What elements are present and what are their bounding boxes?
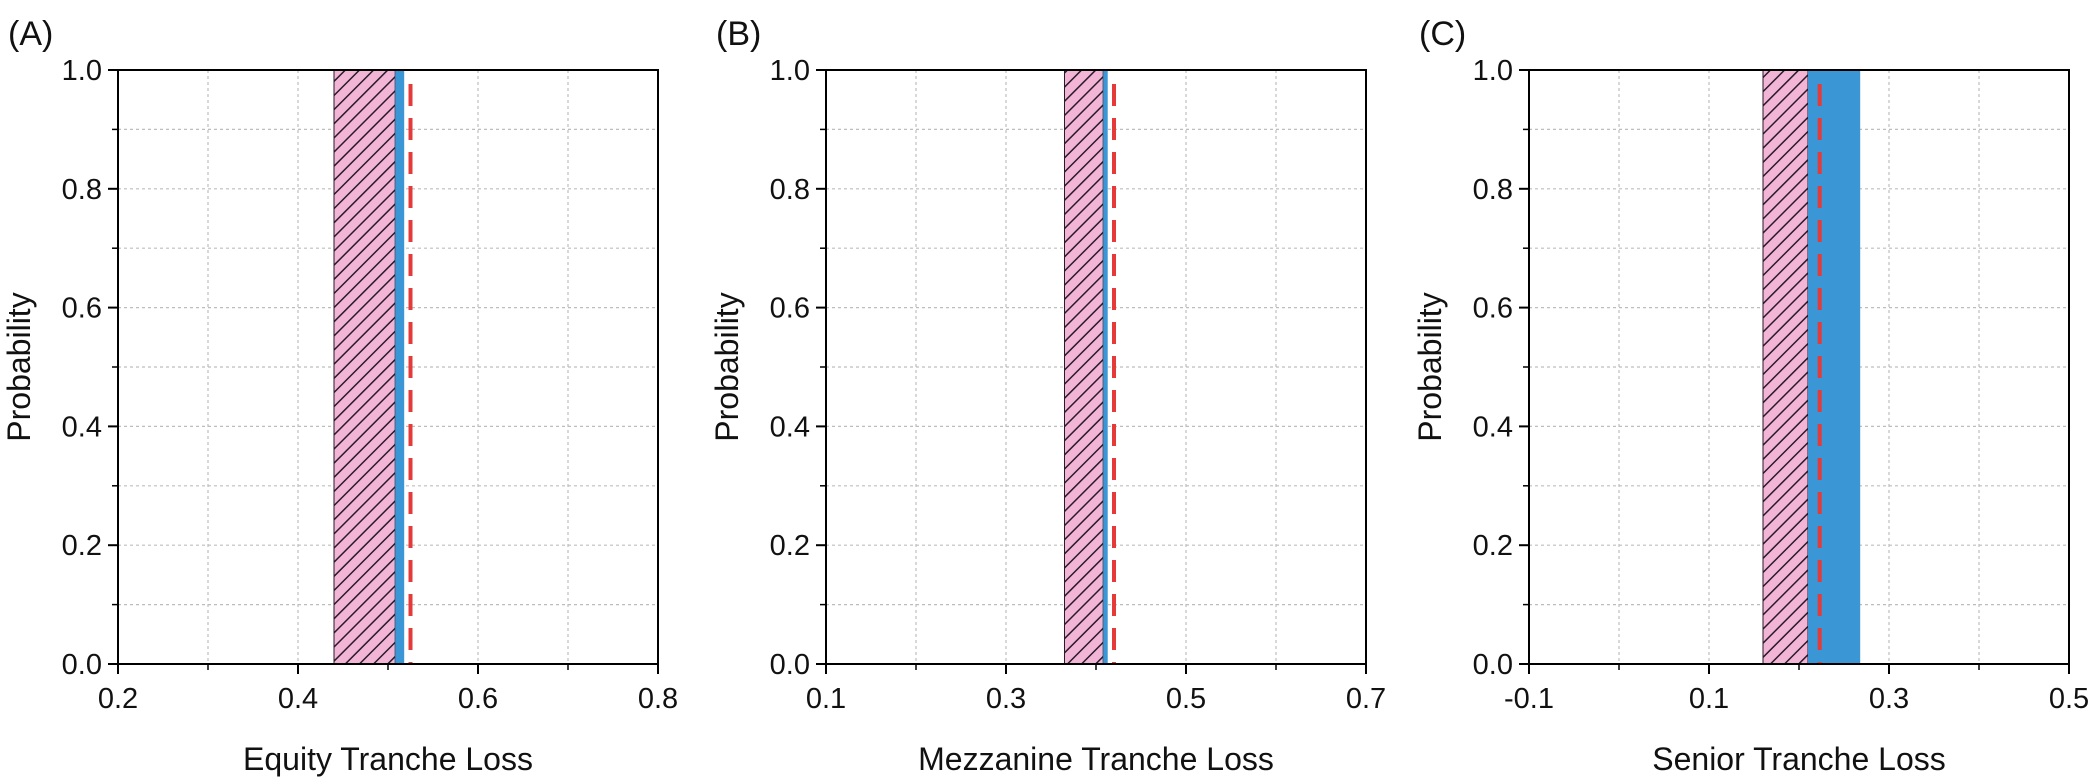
panel-label: (C) [1419,15,1466,53]
y-tick-label: 0.4 [1473,411,1513,443]
data-bands [333,69,413,665]
y-tick-label: 0.4 [770,411,810,443]
panel-a: (A) Probability Equity Tranche Loss 0.2 0… [1,15,678,777]
blue-interval [1103,70,1108,664]
x-axis-label: Senior Tranche Loss [1652,741,1946,777]
panel-c: (C) Probability Senior Tranche Loss -0.1… [1412,15,2089,777]
y-tick-label: 0.6 [62,293,102,325]
hatched-interval [333,69,396,665]
y-tick-label: 0.6 [1473,293,1513,325]
y-tick-label: 0.2 [770,530,810,562]
axes: -0.1 0.1 0.3 0.5 0.0 0.2 0.4 0.6 0.8 1.0 [1473,55,2089,715]
x-tick-label: -0.1 [1504,683,1554,715]
blue-interval [1808,70,1861,664]
y-tick-label: 0.2 [1473,530,1513,562]
y-axis-label: Probability [1,292,37,441]
y-tick-label: 0.0 [770,649,810,681]
y-tick-label: 0.2 [62,530,102,562]
x-tick-label: 0.5 [2049,683,2089,715]
x-tick-label: 0.3 [1869,683,1909,715]
panel-label: (A) [8,15,53,53]
hatched-interval [1064,69,1104,665]
panel-label: (B) [716,15,761,53]
data-bands [1064,69,1116,665]
x-tick-label: 0.7 [1346,683,1386,715]
y-tick-label: 0.8 [1473,174,1513,206]
x-tick-label: 0.1 [806,683,846,715]
x-axis-label: Mezzanine Tranche Loss [918,741,1274,777]
x-tick-label: 0.3 [986,683,1026,715]
y-tick-label: 0.0 [1473,649,1513,681]
blue-interval [395,70,405,664]
y-tick-label: 0.8 [62,174,102,206]
panel-b: (B) Probability Mezzanine Tranche Loss 0… [709,15,1386,777]
y-tick-label: 0.4 [62,411,102,443]
x-tick-label: 0.4 [278,683,318,715]
x-tick-label: 0.6 [458,683,498,715]
hatched-interval [1762,69,1809,665]
y-axis-label: Probability [1412,292,1448,441]
x-tick-label: 0.8 [638,683,678,715]
x-tick-label: 0.5 [1166,683,1206,715]
axes: 0.2 0.4 0.6 0.80.00.20.40.60.81.0 [62,55,678,715]
y-tick-label: 0.8 [770,174,810,206]
axes: 0.1 0.3 0.5 0.7 0.0 0.2 0.4 0.6 0.8 1.0 [770,55,1386,715]
y-tick-label: 1.0 [770,55,810,87]
y-tick-label: 0.0 [62,649,102,681]
x-tick-label: 0.2 [98,683,138,715]
x-tick-label: 0.1 [1689,683,1729,715]
y-tick-label: 1.0 [1473,55,1513,87]
x-axis-label: Equity Tranche Loss [243,741,533,777]
y-axis-label: Probability [709,292,745,441]
y-tick-label: 1.0 [62,55,102,87]
data-bands [1762,69,1861,665]
y-tick-label: 0.6 [770,293,810,325]
